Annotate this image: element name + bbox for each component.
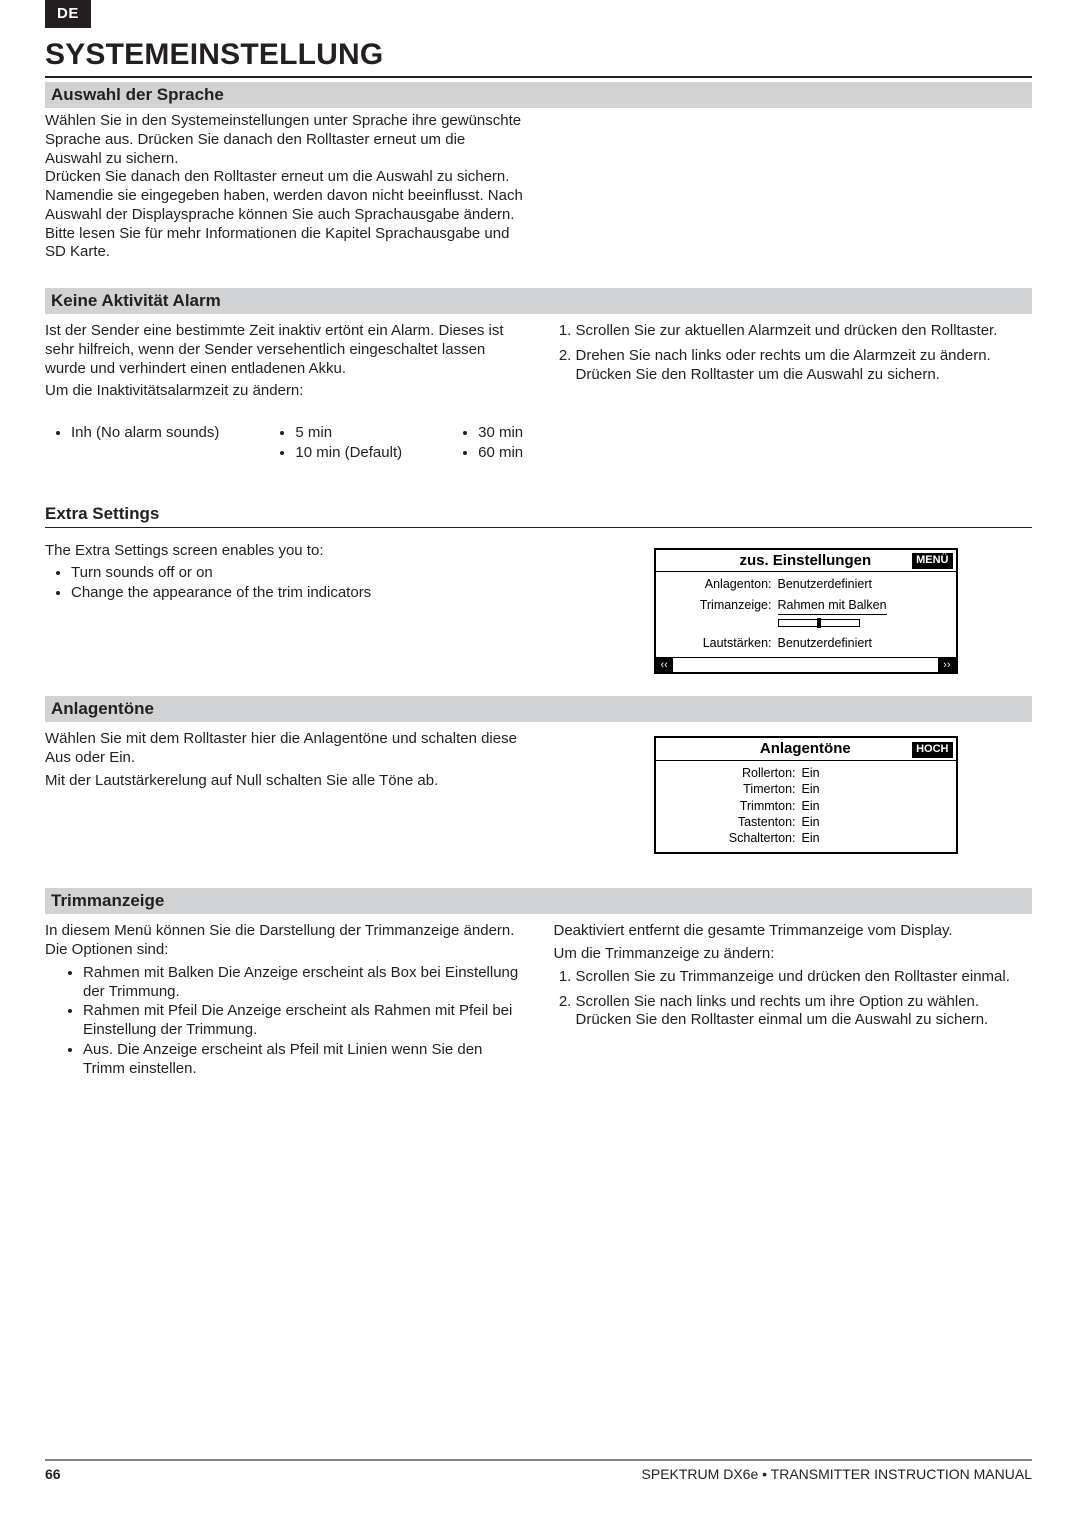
section-alarm-title: Keine Aktivität Alarm — [45, 288, 1032, 314]
alarm-opt: 60 min — [478, 444, 523, 463]
lcd2-k: Trimmton: — [696, 798, 802, 814]
lcd2-k: Timerton: — [696, 781, 802, 797]
trim-bullet: Rahmen mit Pfeil Die Anzeige erscheint a… — [83, 1002, 524, 1040]
trim-bullet: Rahmen mit Balken Die Anzeige erscheint … — [83, 964, 524, 1002]
extra-rule — [45, 527, 1032, 528]
lcd-row-k: Trimanzeige: — [662, 597, 778, 615]
lcd-anlagentone-badge: HOCH — [912, 742, 952, 758]
trim-right-p1: Deaktiviert entfernt die gesamte Trimman… — [554, 922, 1033, 941]
alarm-step: Drehen Sie nach links oder rechts um die… — [576, 347, 1033, 385]
lcd-row-k: Lautstärken: — [662, 635, 778, 651]
trim-right-p2: Um die Trimmanzeige zu ändern: — [554, 945, 1033, 964]
sprache-body: Wählen Sie in den Systemeinstellungen un… — [45, 112, 524, 262]
section-extra-title: Extra Settings — [45, 504, 1032, 524]
trim-bullet: Aus. Die Anzeige erscheint als Pfeil mit… — [83, 1041, 524, 1079]
title-rule — [45, 76, 1032, 78]
alarm-opt: 5 min — [295, 424, 402, 443]
lcd-foot-right: ›› — [938, 658, 955, 672]
alarm-options: Inh (No alarm sounds) 5 min 10 min (Defa… — [45, 423, 524, 464]
lcd2-k: Tastenton: — [696, 814, 802, 830]
section-anlagentone-title: Anlagentöne — [45, 696, 1032, 722]
language-tab: DE — [45, 0, 91, 28]
extra-bullet: Change the appearance of the trim indica… — [71, 584, 524, 603]
extra-bullet: Turn sounds off or on — [71, 564, 524, 583]
section-sprache-title: Auswahl der Sprache — [45, 82, 1032, 108]
lcd-anlagentone: Anlagentöne HOCH Rollerton:Ein Timerton:… — [654, 736, 958, 854]
lcd-row-v: Benutzerdefiniert — [778, 576, 950, 592]
alarm-opt: 30 min — [478, 424, 523, 443]
anlagentone-p1: Wählen Sie mit dem Rolltaster hier die A… — [45, 730, 524, 768]
alarm-intro: Ist der Sender eine bestimmte Zeit inakt… — [45, 322, 524, 378]
lcd-anlagentone-title: Anlagentöne — [699, 740, 913, 759]
lcd-foot-left: ‹‹ — [656, 658, 673, 672]
lcd-extra-title: zus. Einstellungen — [699, 552, 913, 571]
lcd-row-k: Anlagenton: — [662, 576, 778, 592]
trim-bar-icon — [778, 619, 860, 627]
trim-step: Scrollen Sie nach links und rechts um ih… — [576, 993, 1033, 1031]
lcd-extra: zus. Einstellungen MENÜ Anlagenton:Benut… — [654, 548, 958, 675]
lcd2-k: Rollerton: — [696, 765, 802, 781]
lcd2-v: Ein — [802, 830, 820, 846]
trim-step: Scrollen Sie zu Trimmanzeige und drücken… — [576, 968, 1033, 987]
lcd-row-v: Rahmen mit Balken — [778, 597, 950, 615]
page-footer: 66 SPEKTRUM DX6e • TRANSMITTER INSTRUCTI… — [45, 1451, 1032, 1482]
extra-intro: The Extra Settings screen enables you to… — [45, 542, 524, 561]
alarm-opt: Inh (No alarm sounds) — [71, 424, 219, 443]
trim-bullets: Rahmen mit Balken Die Anzeige erscheint … — [45, 964, 524, 1079]
trim-steps: Scrollen Sie zu Trimmanzeige und drücken… — [554, 968, 1033, 1030]
page-number: 66 — [45, 1466, 61, 1482]
lcd2-v: Ein — [802, 781, 820, 797]
lcd2-v: Ein — [802, 798, 820, 814]
lcd2-v: Ein — [802, 765, 820, 781]
alarm-opt: 10 min (Default) — [295, 444, 402, 463]
trim-intro: In diesem Menü können Sie die Darstellun… — [45, 922, 524, 960]
lcd2-k: Schalterton: — [696, 830, 802, 846]
page-title: SYSTEMEINSTELLUNG — [45, 38, 1032, 72]
lcd-extra-badge: MENÜ — [912, 553, 952, 569]
alarm-step: Scrollen Sie zur aktuellen Alarmzeit und… — [576, 322, 1033, 341]
section-trimanzeige-title: Trimmanzeige — [45, 888, 1032, 914]
anlagentone-p2: Mit der Lautstärkerelung auf Null schalt… — [45, 772, 524, 791]
extra-bullets: Turn sounds off or on Change the appeara… — [45, 564, 524, 603]
alarm-line2: Um die Inaktivitätsalarmzeit zu ändern: — [45, 382, 524, 401]
lcd2-v: Ein — [802, 814, 820, 830]
footer-right: SPEKTRUM DX6e • TRANSMITTER INSTRUCTION … — [642, 1466, 1032, 1482]
alarm-steps: Scrollen Sie zur aktuellen Alarmzeit und… — [554, 322, 1033, 384]
lcd-row-v: Benutzerdefiniert — [778, 635, 950, 651]
